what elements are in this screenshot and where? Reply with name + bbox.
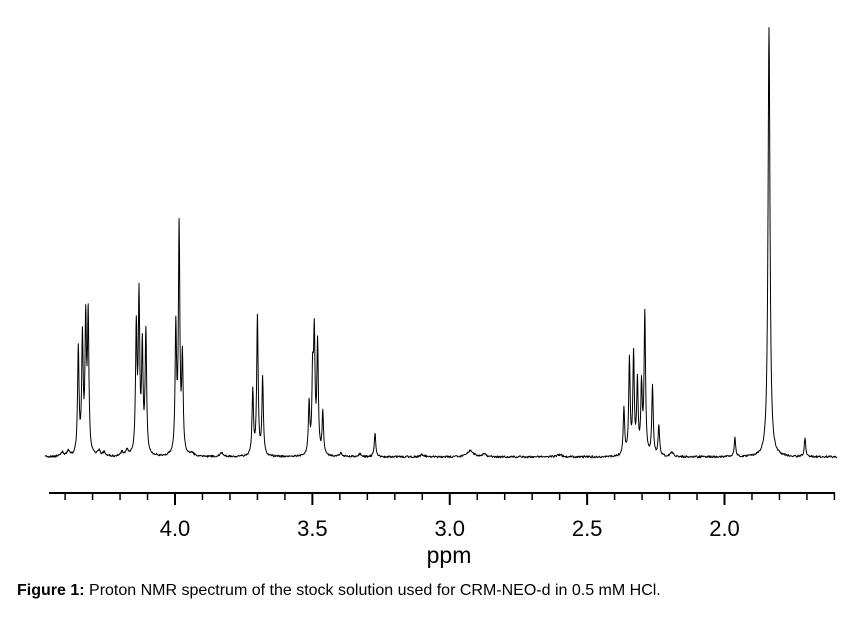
axis-tick-label: 3.5 xyxy=(297,516,328,541)
axis-tick-label: 2.5 xyxy=(572,516,603,541)
x-axis-tick-labels: 4.0 3.5 3.0 2.5 2.0 xyxy=(160,516,740,541)
x-axis xyxy=(49,492,836,505)
figure-caption: Figure 1: Proton NMR spectrum of the sto… xyxy=(17,581,817,600)
figure-caption-label: Figure 1: xyxy=(17,582,85,599)
axis-tick-label: 3.0 xyxy=(434,516,465,541)
axis-tick-label: 4.0 xyxy=(160,516,191,541)
x-axis-label: ppm xyxy=(427,542,472,568)
nmr-spectrum-plot: 4.0 3.5 3.0 2.5 2.0 ppm xyxy=(44,27,838,568)
spectrum-trace xyxy=(44,27,838,459)
figure-caption-text: Proton NMR spectrum of the stock solutio… xyxy=(89,582,661,599)
axis-tick-label: 2.0 xyxy=(709,516,740,541)
